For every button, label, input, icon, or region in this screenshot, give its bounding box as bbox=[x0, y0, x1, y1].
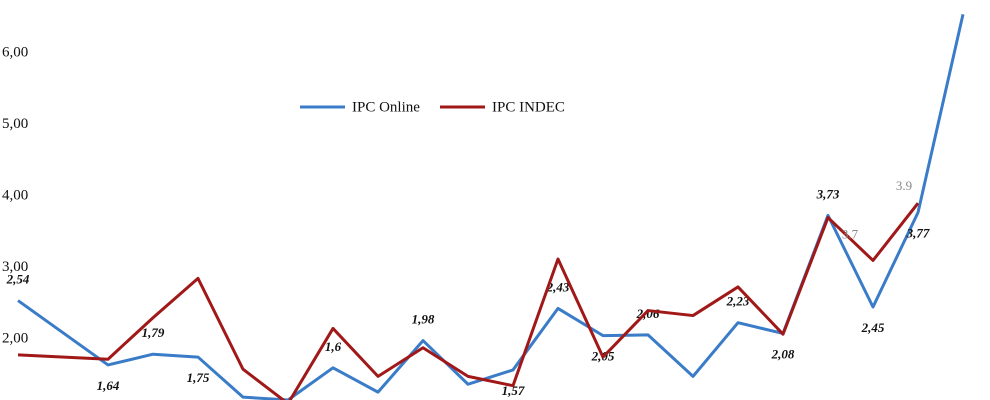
legend-label: IPC Online bbox=[352, 99, 420, 115]
value-label: 2,43 bbox=[546, 279, 570, 294]
value-label: 1,64 bbox=[97, 378, 120, 393]
value-label: 1,75 bbox=[187, 370, 210, 385]
value-label: 2,54 bbox=[6, 272, 30, 287]
legend-label: IPC INDEC bbox=[492, 99, 565, 115]
value-label: 3.9 bbox=[896, 178, 912, 193]
value-label: 2,08 bbox=[771, 346, 795, 361]
value-label: 2,45 bbox=[861, 320, 885, 335]
value-label: 1,57 bbox=[502, 383, 525, 398]
y-tick-label: 5,00 bbox=[2, 116, 28, 132]
value-label: 1,98 bbox=[412, 312, 435, 327]
value-label: 3,73 bbox=[816, 186, 840, 201]
value-label: 3.7 bbox=[842, 227, 859, 242]
legend: IPC Online IPC INDEC bbox=[300, 99, 565, 115]
value-label: 1,6 bbox=[325, 339, 342, 354]
y-tick-label: 2,00 bbox=[2, 331, 28, 347]
series-line bbox=[17, 202, 920, 400]
value-label: 2,23 bbox=[726, 294, 750, 309]
value-label: 3,77 bbox=[906, 226, 930, 241]
value-label: 1,79 bbox=[142, 325, 165, 340]
y-tick-label: 3,00 bbox=[2, 259, 28, 275]
series-line bbox=[17, 13, 965, 400]
y-tick-label: 4,00 bbox=[2, 188, 28, 204]
y-tick-label: 6,00 bbox=[2, 44, 28, 60]
